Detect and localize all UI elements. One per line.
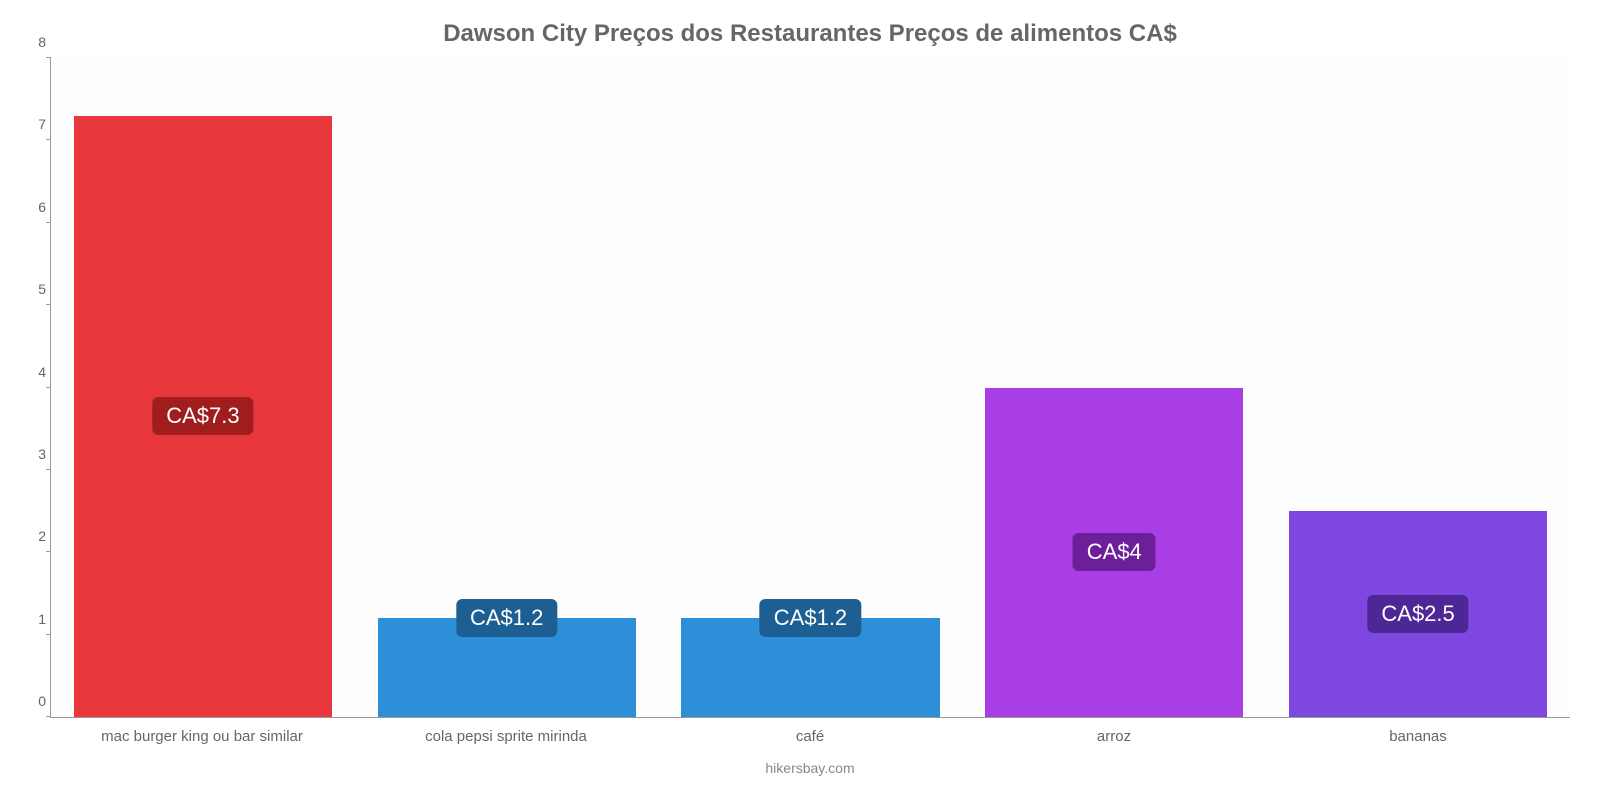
bar-slot: CA$7.3 <box>51 58 355 717</box>
plot-area: 012345678 CA$7.3CA$1.2CA$1.2CA$4CA$2.5 <box>50 58 1570 718</box>
y-tick-label: 1 <box>21 611 46 627</box>
bar-value-label: CA$4 <box>1073 533 1156 571</box>
bar: CA$1.2 <box>681 618 939 717</box>
x-axis-label: cola pepsi sprite mirinda <box>354 728 658 745</box>
y-tick-label: 6 <box>21 199 46 215</box>
y-tick-label: 8 <box>21 34 46 50</box>
chart-container: Dawson City Preços dos Restaurantes Preç… <box>0 0 1600 800</box>
bar: CA$2.5 <box>1289 511 1547 717</box>
x-axis-label: mac burger king ou bar similar <box>50 728 354 745</box>
footer-label: hikersbay.com <box>50 760 1570 776</box>
bar-slot: CA$2.5 <box>1266 58 1570 717</box>
bars-row: CA$7.3CA$1.2CA$1.2CA$4CA$2.5 <box>51 58 1570 717</box>
y-tick-label: 7 <box>21 116 46 132</box>
bar: CA$7.3 <box>74 116 332 717</box>
x-labels: mac burger king ou bar similarcola pepsi… <box>50 728 1570 745</box>
y-tick-label: 0 <box>21 693 46 709</box>
x-axis-label: arroz <box>962 728 1266 745</box>
y-tick-label: 5 <box>21 281 46 297</box>
bar-value-label: CA$7.3 <box>152 397 253 435</box>
bar-slot: CA$1.2 <box>355 58 659 717</box>
x-axis-label: café <box>658 728 962 745</box>
bar-slot: CA$1.2 <box>659 58 963 717</box>
y-tick-label: 3 <box>21 446 46 462</box>
y-tick-label: 2 <box>21 528 46 544</box>
y-tick-label: 4 <box>21 364 46 380</box>
bar-slot: CA$4 <box>962 58 1266 717</box>
chart-title: Dawson City Preços dos Restaurantes Preç… <box>50 20 1570 48</box>
bar-value-label: CA$1.2 <box>456 599 557 637</box>
bar: CA$4 <box>985 388 1243 718</box>
bar: CA$1.2 <box>378 618 636 717</box>
bar-value-label: CA$2.5 <box>1367 595 1468 633</box>
bar-value-label: CA$1.2 <box>760 599 861 637</box>
x-axis-label: bananas <box>1266 728 1570 745</box>
